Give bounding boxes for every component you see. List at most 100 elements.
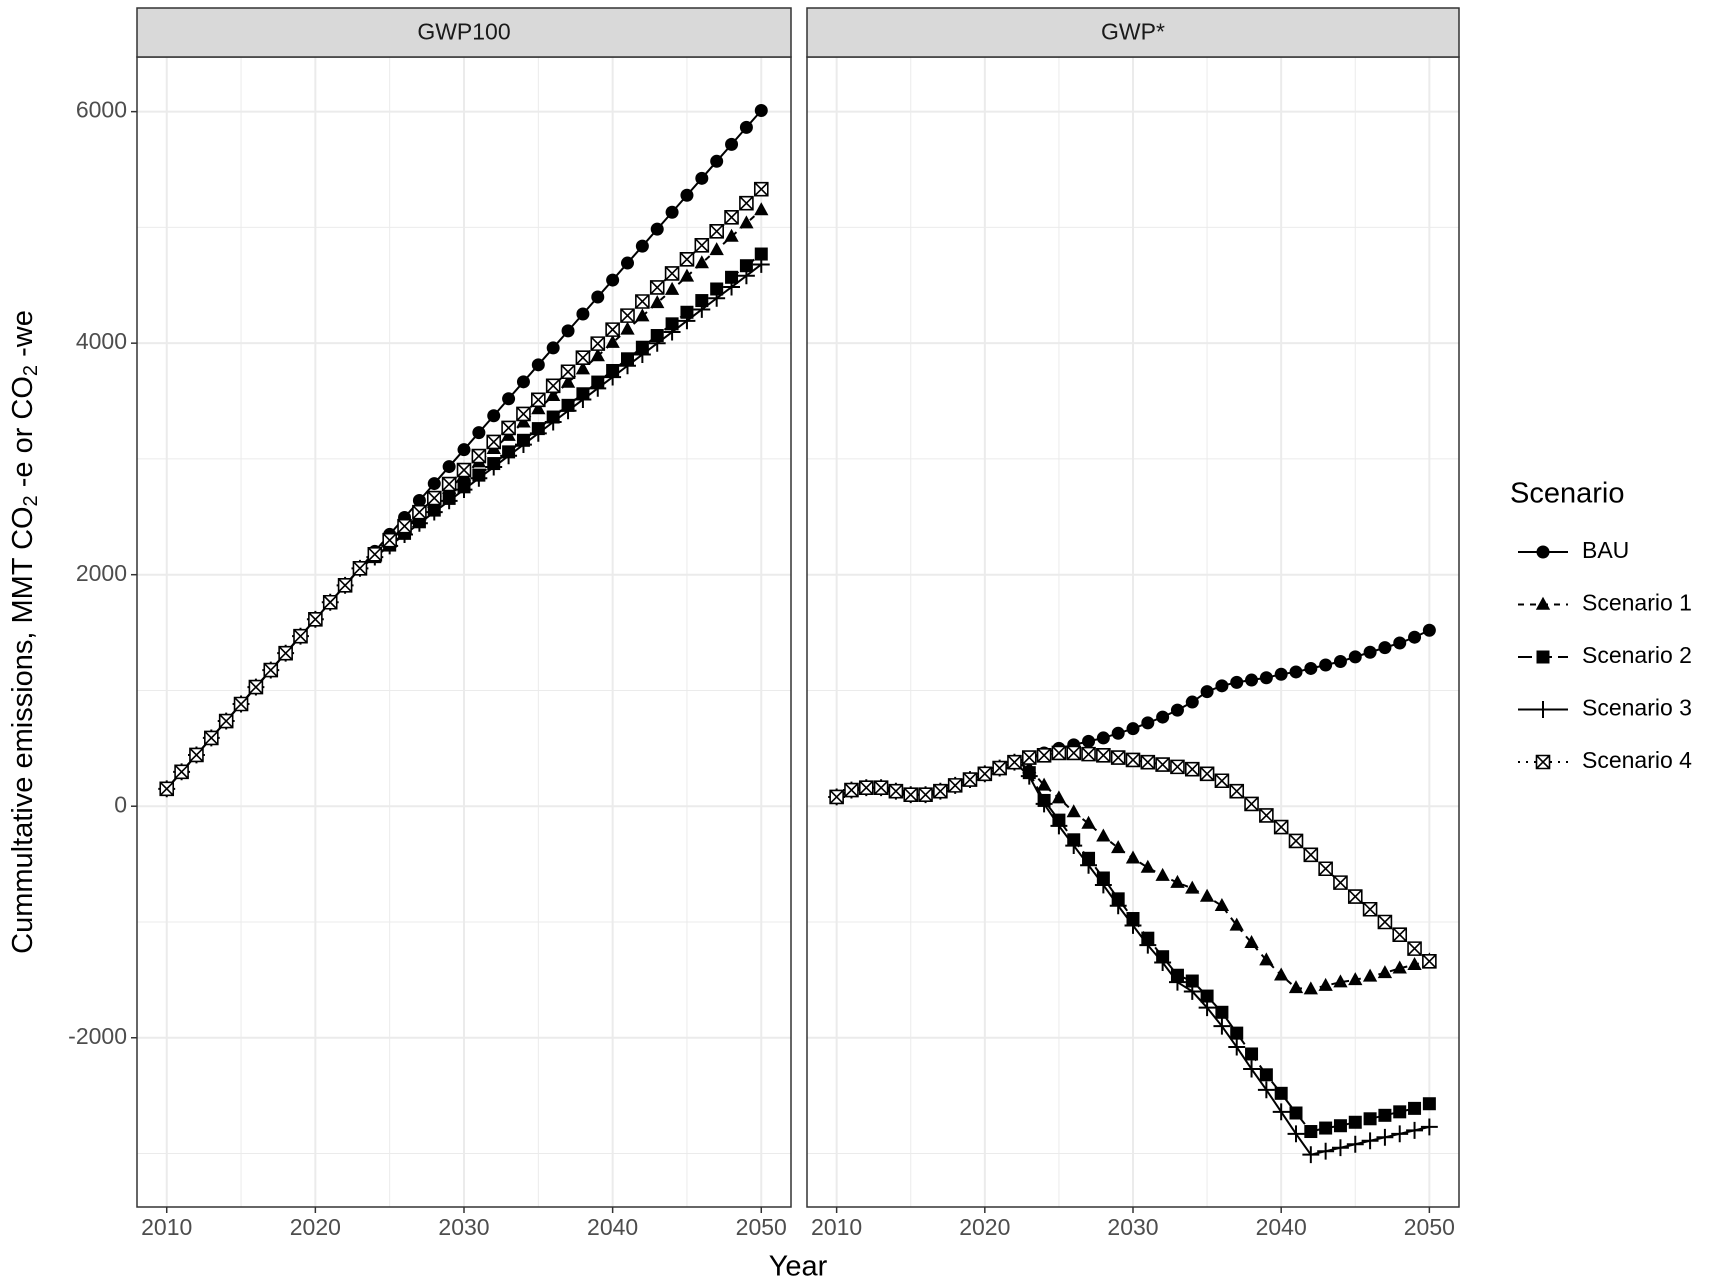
marker-shape [412,493,426,507]
marker-shape [1229,917,1244,931]
marker-shape [754,247,768,261]
point [531,401,546,415]
point [1200,685,1214,699]
point [723,278,740,296]
point [1378,1108,1392,1122]
point [1420,1118,1438,1136]
marker-shape [620,321,635,335]
point [710,154,724,168]
marker-shape [1230,1026,1244,1040]
point [1392,960,1407,974]
point [1317,1142,1335,1160]
marker-shape [590,336,606,351]
marker-shape [174,764,189,780]
point [1007,754,1022,770]
point [977,766,993,782]
point [1289,665,1303,679]
marker-shape [1393,636,1407,650]
marker-shape [1392,960,1407,974]
marker-shape [1007,754,1022,770]
point [1274,667,1288,681]
marker-shape [739,120,753,134]
point [754,103,768,117]
point [1139,936,1157,954]
point [605,334,620,348]
marker-shape [457,443,471,457]
marker-shape [1155,757,1170,772]
point [502,392,516,406]
point [1393,1105,1407,1119]
marker-shape [1289,1106,1303,1120]
marker-shape [694,238,710,253]
point [204,730,219,746]
point [322,594,338,610]
point [1185,695,1199,709]
marker-shape [1378,641,1392,655]
point [678,312,696,330]
point [1214,897,1230,911]
marker-shape [367,547,383,562]
marker-shape [1020,767,1038,785]
marker-shape [1361,1132,1379,1150]
strip-title: GWP* [1101,19,1165,45]
point [1407,941,1422,956]
y-tick-label: 6000 [76,97,127,123]
point [1170,703,1184,717]
marker-shape [1139,936,1157,954]
point [752,255,770,273]
point [529,424,547,442]
marker-shape [412,504,427,520]
marker-shape [678,312,696,330]
point [1124,917,1142,934]
point [159,781,175,797]
marker-shape [1288,833,1304,849]
marker-shape [1332,1139,1349,1157]
point [1303,847,1319,863]
point [367,547,383,562]
point [1109,897,1127,915]
marker-shape [1110,750,1126,765]
marker-shape [560,374,576,388]
x-tick-label: 2030 [1107,1214,1158,1240]
point [1051,745,1067,761]
point [516,406,531,422]
marker-shape [1094,876,1112,894]
point [1319,1121,1333,1135]
point [1125,850,1141,864]
marker-shape [1185,974,1199,988]
point [1155,867,1170,881]
point [709,224,724,239]
point [308,611,323,627]
point [1140,754,1156,770]
marker-shape [293,628,308,644]
point [1304,661,1318,675]
marker-shape [1408,630,1422,644]
marker-shape [1184,761,1200,777]
marker-shape [1228,1038,1246,1056]
point [575,350,591,365]
point [933,783,948,799]
marker-shape [679,252,695,267]
x-tick-label: 2050 [736,1214,787,1240]
marker-shape [1169,973,1186,991]
point [1081,746,1096,762]
point [1376,1128,1394,1146]
marker-shape [1155,867,1170,881]
marker-shape [710,154,724,168]
marker-shape [204,730,219,746]
point [1184,761,1200,777]
point [1363,1112,1377,1126]
point [664,266,680,281]
point [1535,596,1551,610]
marker-shape [1304,1125,1318,1139]
point [560,364,576,380]
marker-shape [1534,701,1552,718]
marker-shape [441,476,457,492]
point [739,215,754,229]
point [1082,734,1096,748]
marker-shape [723,278,740,296]
point [1378,641,1392,655]
marker-shape [1363,645,1377,659]
point [619,357,636,375]
marker-shape [605,334,620,348]
